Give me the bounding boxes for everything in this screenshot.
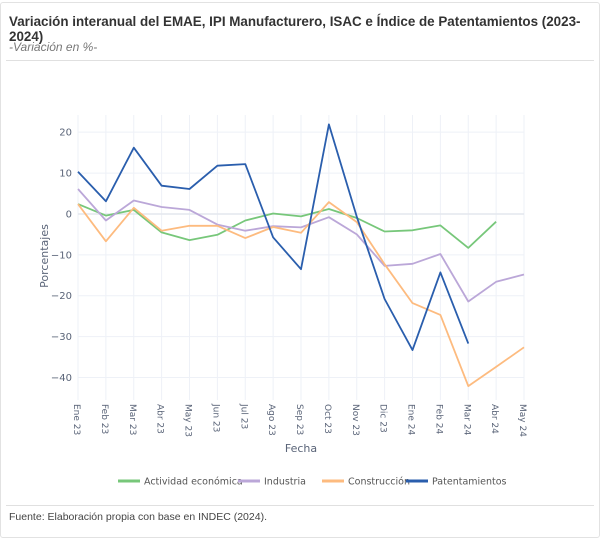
x-tick-label: Feb 23 xyxy=(99,404,109,434)
x-tick-label: Dic 23 xyxy=(378,404,388,433)
x-tick-label: Ene 24 xyxy=(406,404,416,436)
y-tick-label: 0 xyxy=(66,209,72,220)
y-axis-label: Porcentajes xyxy=(38,224,51,288)
x-tick-label: Abr 24 xyxy=(489,404,499,434)
x-tick-label: Mar 23 xyxy=(127,404,137,435)
x-tick-label: Oct 23 xyxy=(322,404,332,434)
legend-item[interactable]: Actividad económica xyxy=(118,477,243,488)
x-tick-label: Sep 23 xyxy=(294,404,304,435)
x-tick-label: Ene 23 xyxy=(71,404,81,435)
y-tick-label: −30 xyxy=(51,332,72,343)
x-tick-label: Mar 24 xyxy=(461,404,471,436)
legend-label: Construcción xyxy=(348,477,410,488)
y-tick-label: 20 xyxy=(59,128,72,139)
x-tick-label: Jun 23 xyxy=(210,403,220,432)
x-axis-label: Fecha xyxy=(285,442,317,455)
x-tick-label: Jul 23 xyxy=(238,403,248,429)
legend-label: Actividad económica xyxy=(144,477,243,488)
y-tick-label: −20 xyxy=(51,291,72,302)
x-tick-label: May 24 xyxy=(517,404,527,437)
legend-item[interactable]: Construcción xyxy=(322,477,410,488)
x-tick-label: Ago 23 xyxy=(266,404,276,436)
y-tick-label: −40 xyxy=(51,373,72,384)
legend-label: Industria xyxy=(264,477,306,488)
x-tick-label: Nov 23 xyxy=(350,404,360,436)
x-tick-label: Abr 23 xyxy=(155,404,165,434)
x-tick-label: May 23 xyxy=(183,404,193,437)
y-tick-label: 10 xyxy=(59,169,72,180)
legend-label: Patentamientos xyxy=(432,477,507,488)
x-tick-label: Feb 24 xyxy=(433,404,443,435)
legend-item[interactable]: Patentamientos xyxy=(406,477,507,488)
y-tick-label: −10 xyxy=(51,250,72,261)
legend-item[interactable]: Industria xyxy=(238,477,306,488)
